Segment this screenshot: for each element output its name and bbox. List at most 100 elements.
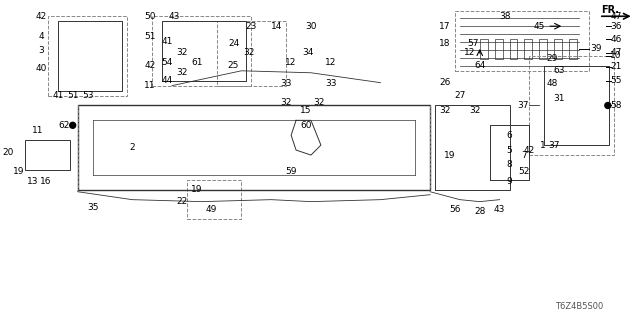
Circle shape xyxy=(605,102,611,108)
Bar xyxy=(569,39,577,59)
Text: 63: 63 xyxy=(554,66,565,75)
Text: 49: 49 xyxy=(206,205,218,214)
Text: 22: 22 xyxy=(176,197,188,206)
Text: 9: 9 xyxy=(507,177,513,186)
Text: 4: 4 xyxy=(38,32,44,41)
Bar xyxy=(540,39,547,59)
Text: 1: 1 xyxy=(540,140,546,150)
Text: 51: 51 xyxy=(145,32,156,41)
Text: 32: 32 xyxy=(244,48,255,57)
Text: 43: 43 xyxy=(168,12,180,21)
Text: 36: 36 xyxy=(610,22,621,31)
Text: 30: 30 xyxy=(305,22,317,31)
Text: 11: 11 xyxy=(32,126,44,135)
Bar xyxy=(25,140,70,170)
Text: 17: 17 xyxy=(439,22,451,31)
Text: 45: 45 xyxy=(534,22,545,31)
Bar xyxy=(509,39,518,59)
Text: 35: 35 xyxy=(87,203,99,212)
Text: 26: 26 xyxy=(439,78,451,87)
Text: 34: 34 xyxy=(302,48,314,57)
Circle shape xyxy=(70,122,76,128)
Text: 33: 33 xyxy=(325,79,337,88)
Bar xyxy=(455,11,589,71)
Text: 58: 58 xyxy=(610,101,621,110)
Bar xyxy=(524,39,532,59)
Text: 61: 61 xyxy=(191,58,202,67)
Bar xyxy=(529,56,614,155)
Text: 12: 12 xyxy=(464,48,476,57)
Text: 20: 20 xyxy=(3,148,14,156)
Text: 32: 32 xyxy=(469,106,481,115)
Text: 25: 25 xyxy=(228,61,239,70)
Text: 16: 16 xyxy=(40,177,52,186)
Bar xyxy=(217,21,286,86)
Text: 47: 47 xyxy=(610,48,621,57)
Text: 27: 27 xyxy=(454,91,465,100)
Text: 8: 8 xyxy=(507,160,513,170)
Text: T6Z4B5S00: T6Z4B5S00 xyxy=(555,302,603,311)
Text: 23: 23 xyxy=(246,22,257,31)
Text: 19: 19 xyxy=(191,185,202,194)
Bar xyxy=(554,39,562,59)
Text: 24: 24 xyxy=(228,38,239,48)
Text: 56: 56 xyxy=(449,205,461,214)
Bar xyxy=(480,39,488,59)
Text: 32: 32 xyxy=(313,98,324,107)
Text: 19: 19 xyxy=(13,167,25,176)
Bar xyxy=(495,39,502,59)
Text: 14: 14 xyxy=(271,22,282,31)
Text: 47: 47 xyxy=(610,12,621,21)
Text: 64: 64 xyxy=(474,61,486,70)
Text: 6: 6 xyxy=(507,131,513,140)
Text: 32: 32 xyxy=(439,106,451,115)
Text: 12: 12 xyxy=(325,58,337,67)
Text: 50: 50 xyxy=(145,12,156,21)
Text: 52: 52 xyxy=(519,167,530,176)
Text: 19: 19 xyxy=(444,150,456,160)
Text: 42: 42 xyxy=(35,12,47,21)
Text: 59: 59 xyxy=(285,167,297,176)
Text: 10: 10 xyxy=(610,52,621,60)
Text: 33: 33 xyxy=(280,79,292,88)
Bar xyxy=(187,180,241,220)
Text: 32: 32 xyxy=(280,98,292,107)
Text: 57: 57 xyxy=(467,38,479,48)
Text: 41: 41 xyxy=(161,36,173,45)
Text: FR.: FR. xyxy=(601,5,619,15)
Text: 39: 39 xyxy=(590,44,602,53)
Text: 46: 46 xyxy=(610,35,621,44)
Text: 60: 60 xyxy=(300,121,312,130)
Text: 43: 43 xyxy=(494,205,506,214)
Text: 5: 5 xyxy=(507,146,513,155)
Text: 11: 11 xyxy=(145,81,156,90)
Text: 44: 44 xyxy=(161,76,173,85)
Text: 51: 51 xyxy=(67,91,79,100)
Text: 15: 15 xyxy=(300,106,312,115)
Text: 3: 3 xyxy=(38,46,44,55)
Text: 7: 7 xyxy=(522,150,527,160)
Text: 32: 32 xyxy=(176,48,188,57)
Text: 53: 53 xyxy=(82,91,93,100)
Bar xyxy=(152,16,252,86)
Text: 13: 13 xyxy=(28,177,39,186)
Text: 42: 42 xyxy=(145,61,156,70)
Text: 37: 37 xyxy=(518,101,529,110)
Text: 40: 40 xyxy=(35,64,47,73)
Text: 62: 62 xyxy=(58,121,70,130)
Text: 28: 28 xyxy=(474,207,486,216)
Text: 29: 29 xyxy=(547,54,558,63)
Text: 21: 21 xyxy=(610,62,621,71)
Text: 41: 41 xyxy=(52,91,63,100)
Text: 38: 38 xyxy=(499,12,510,21)
Text: 37: 37 xyxy=(548,140,560,150)
Text: 32: 32 xyxy=(176,68,188,77)
Bar xyxy=(48,16,127,96)
Text: 2: 2 xyxy=(129,143,135,152)
Text: 48: 48 xyxy=(547,79,558,88)
Text: 18: 18 xyxy=(439,38,451,48)
Text: 42: 42 xyxy=(524,146,535,155)
Text: 31: 31 xyxy=(554,94,565,103)
Text: 12: 12 xyxy=(285,58,297,67)
Text: 54: 54 xyxy=(161,58,173,67)
